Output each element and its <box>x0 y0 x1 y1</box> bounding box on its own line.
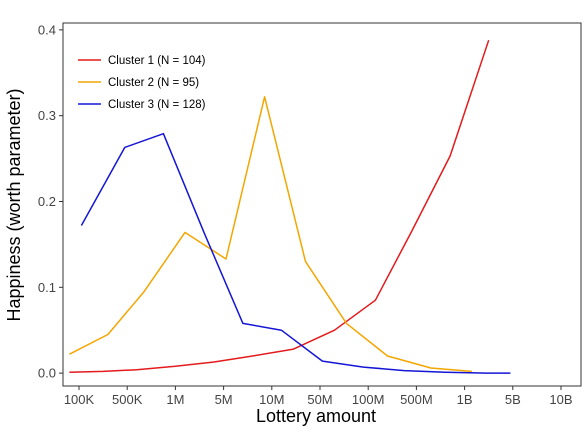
x-tick-label: 100K <box>64 392 95 407</box>
x-tick-label: 5M <box>215 392 233 407</box>
x-tick-label: 100M <box>352 392 385 407</box>
series-line-cluster-1 <box>69 39 490 374</box>
x-tick-label: 10M <box>259 392 284 407</box>
y-tick-label: 0.0 <box>38 366 56 381</box>
y-tick-label: 0.4 <box>38 22 56 37</box>
x-tick-label: 10B <box>549 392 572 407</box>
y-tick-label: 0.3 <box>38 108 56 123</box>
legend-label-cluster-1: Cluster 1 (N = 104) <box>108 55 206 67</box>
y-axis: 0.0 0.1 0.2 0.3 0.4 <box>38 22 63 381</box>
y-tick-label: 0.1 <box>38 280 56 295</box>
x-tick-label: 1B <box>457 392 473 407</box>
series-line-cluster-2 <box>69 96 472 373</box>
x-axis: 100K 500K 1M 5M 10M 50M 100M 500M 1B 5B 10B <box>64 386 573 407</box>
legend-label-cluster-2: Cluster 2 (N = 95) <box>108 77 199 89</box>
y-axis-title: Happiness (worth parameter) <box>4 88 24 321</box>
legend: Cluster 1 (N = 104) Cluster 2 (N = 95) Clu… <box>78 55 206 111</box>
x-axis-title: Lottery amount <box>256 406 376 426</box>
plot-panel-border <box>62 22 582 387</box>
series-line-cluster-3 <box>80 132 511 374</box>
x-tick-label: 1M <box>166 392 184 407</box>
series-layer <box>69 39 511 374</box>
legend-label-cluster-3: Cluster 3 (N = 128) <box>108 99 206 111</box>
y-tick-label: 0.2 <box>38 194 56 209</box>
x-tick-label: 500M <box>400 392 433 407</box>
x-tick-label: 5B <box>505 392 521 407</box>
x-tick-label: 50M <box>307 392 332 407</box>
x-tick-label: 500K <box>112 392 143 407</box>
